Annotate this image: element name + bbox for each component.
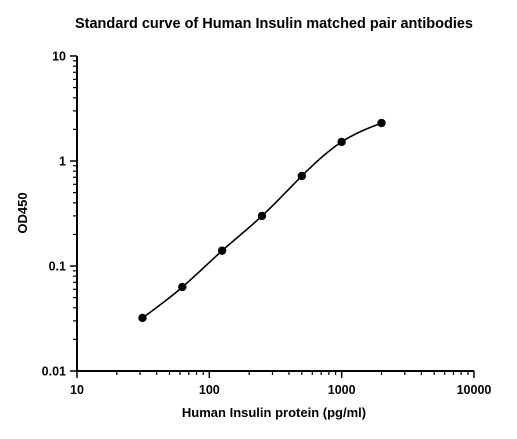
x-tick-label: 1000	[328, 383, 356, 397]
x-axis-label: Human Insulin protein (pg/ml)	[182, 405, 366, 420]
y-tick-label: 10	[52, 50, 66, 64]
x-tick-label: 100	[199, 383, 220, 397]
ticks	[70, 55, 475, 378]
data-point	[337, 137, 346, 147]
chart-title: Standard curve of Human Insulin matched …	[75, 16, 473, 32]
data-point	[297, 171, 307, 181]
data-point	[138, 313, 147, 323]
y-tick-label: 0.01	[42, 365, 66, 379]
tick-labels: 10 100 1000 10000 0.01 0.1 1 10	[42, 50, 492, 398]
fit-curve	[142, 122, 382, 319]
data-point	[377, 118, 386, 128]
data-point	[217, 246, 227, 255]
y-tick-label: 1	[59, 155, 66, 169]
data-point	[178, 282, 187, 292]
data-point	[257, 211, 267, 221]
data-points	[138, 118, 386, 323]
x-tick-label: 10	[70, 383, 84, 397]
axes	[76, 56, 474, 372]
y-axis-label: OD450	[15, 192, 30, 233]
y-tick-label: 0.1	[49, 260, 66, 274]
x-tick-label: 10000	[457, 383, 492, 397]
